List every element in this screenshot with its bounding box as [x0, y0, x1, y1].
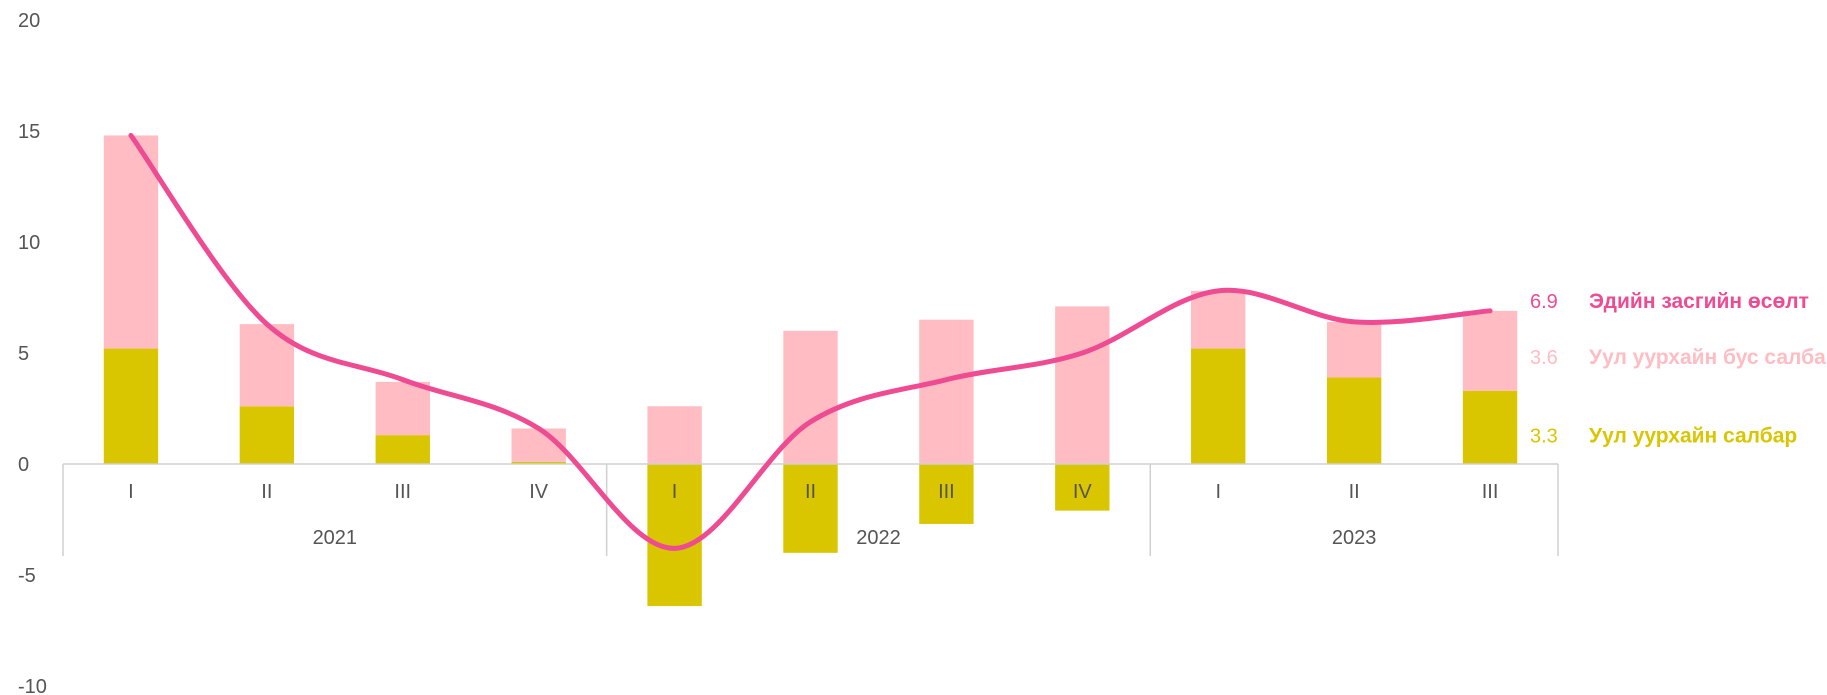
end-label-value: 6.9: [1530, 291, 1558, 313]
x-tick-label: III: [938, 481, 955, 503]
end-labels: 6.9 Эдийн засгийн өсөлт 3.6 Уул уурхайн бус…: [1530, 290, 1827, 448]
growth-line-path: [128, 132, 1493, 551]
bar-mining: [103, 348, 159, 464]
y-tick-label: 0: [18, 454, 29, 476]
bar-non-mining: [103, 135, 159, 349]
year-label: 2023: [1332, 527, 1377, 549]
y-tick-label: 10: [18, 232, 40, 254]
y-tick-label: 5: [18, 343, 29, 365]
y-tick-label: 20: [18, 10, 40, 32]
x-tick-label: I: [672, 481, 678, 503]
y-axis: -10 -5 0 5 10 15 20: [18, 10, 47, 695]
bar-mining: [919, 464, 974, 524]
bar-non-mining: [919, 319, 974, 464]
y-tick-label: -10: [18, 676, 47, 695]
end-label-name: Эдийн засгийн өсөлт: [1589, 290, 1809, 313]
y-tick-label: -5: [18, 565, 36, 587]
x-tick-label: I: [1215, 481, 1221, 503]
x-tick-label: IV: [1073, 481, 1093, 503]
bar-non-mining: [1326, 321, 1382, 378]
end-label-value: 3.6: [1530, 347, 1558, 369]
bar-mining: [239, 406, 295, 464]
x-tick-label: III: [394, 481, 411, 503]
bar-mining: [1326, 377, 1382, 464]
end-label-value: 3.3: [1530, 425, 1558, 447]
x-tick-label: II: [261, 481, 272, 503]
bar-mining: [647, 464, 702, 607]
bar-mining: [1462, 390, 1518, 464]
bar-mining: [1055, 464, 1110, 511]
bar-mining: [783, 464, 838, 553]
year-label: 2022: [856, 527, 901, 549]
bar-non-mining: [1462, 310, 1518, 391]
year-label: 2021: [313, 527, 358, 549]
bar-non-mining: [647, 406, 702, 464]
end-label-name: Уул уурхайн салбар: [1589, 424, 1797, 447]
x-tick-label: IV: [529, 481, 549, 503]
x-tick-label: II: [1349, 481, 1360, 503]
bar-mining: [511, 461, 566, 464]
bar-non-mining: [375, 381, 430, 436]
x-tick-label: III: [1482, 481, 1499, 503]
x-tick-label: I: [128, 481, 134, 503]
y-tick-label: 15: [18, 121, 40, 143]
bar-non-mining: [1055, 306, 1110, 464]
x-tick-label: II: [805, 481, 816, 503]
bar-non-mining: [1191, 290, 1246, 349]
bar-mining: [375, 435, 430, 464]
growth-line: [128, 132, 1493, 551]
end-label-name: Уул уурхайн бус салбар: [1589, 346, 1827, 369]
bar-mining: [1191, 348, 1246, 464]
bar-non-mining: [783, 330, 838, 464]
